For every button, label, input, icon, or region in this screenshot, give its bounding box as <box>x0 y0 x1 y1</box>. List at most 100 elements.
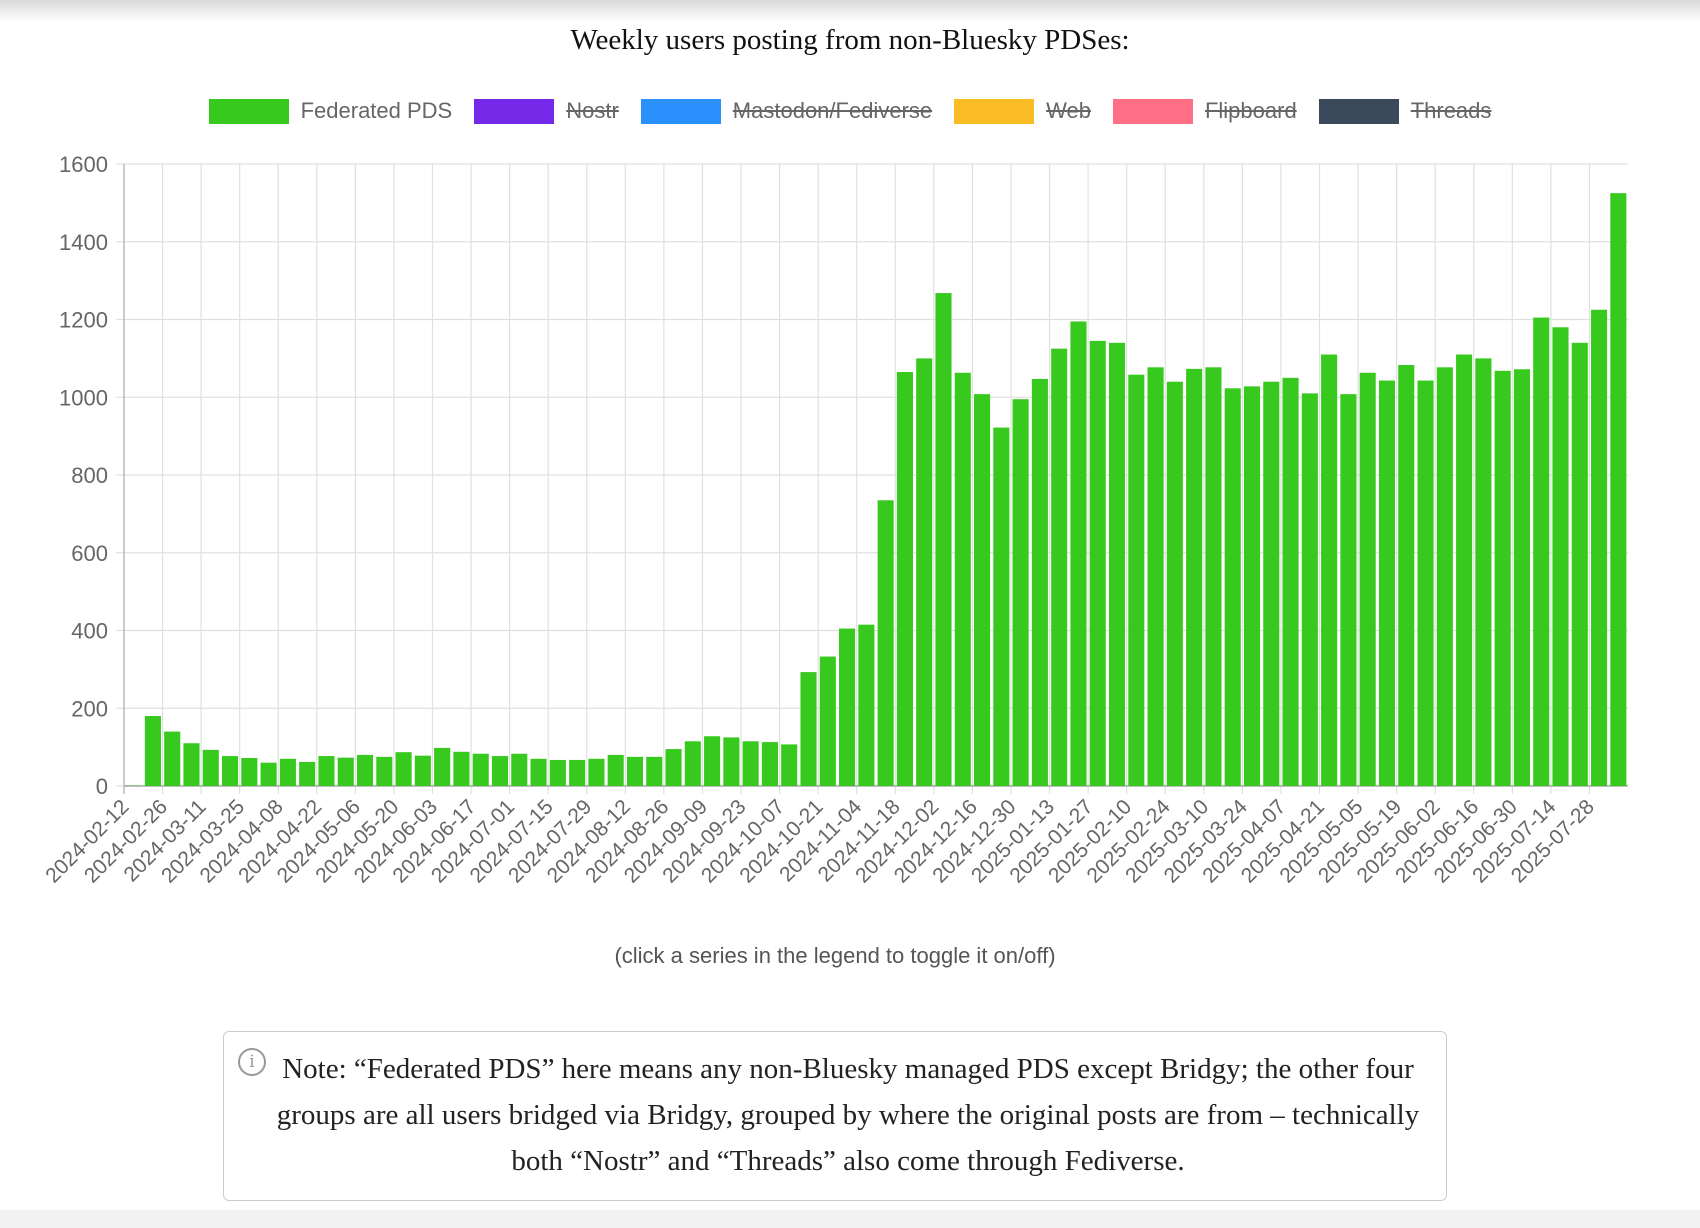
bar <box>164 731 181 786</box>
bar <box>684 741 701 786</box>
legend-swatch <box>954 98 1035 124</box>
bar <box>877 500 894 786</box>
bar <box>1340 394 1357 786</box>
legend-label: Threads <box>1410 98 1492 123</box>
bar <box>1513 369 1530 786</box>
legend-item-web[interactable]: Web <box>954 98 1091 124</box>
legend-label: Federated PDS <box>300 98 453 123</box>
legend-hint: (click a series in the legend to toggle … <box>614 943 1056 968</box>
y-tick-label: 1200 <box>59 308 108 333</box>
bar <box>1494 370 1511 786</box>
bar <box>1610 193 1627 786</box>
bar <box>761 742 778 786</box>
info-icon: i <box>238 1048 266 1076</box>
bar <box>819 656 836 786</box>
bar <box>222 756 239 786</box>
bar <box>1591 309 1608 786</box>
bar <box>299 761 316 786</box>
bar <box>183 743 200 786</box>
bar <box>1224 388 1241 786</box>
bar <box>781 744 798 786</box>
bar <box>1436 367 1453 786</box>
bar <box>704 736 721 786</box>
bar <box>1456 354 1473 786</box>
bar <box>993 427 1010 786</box>
bar <box>935 293 952 786</box>
bar <box>569 759 586 786</box>
legend-swatch <box>640 98 721 124</box>
bar <box>1533 317 1550 786</box>
bar <box>588 758 605 786</box>
bar <box>1378 380 1396 786</box>
legend-swatch <box>208 98 289 124</box>
bar <box>1417 380 1434 786</box>
legend-item-mastodon-fediverse[interactable]: Mastodon/Fediverse <box>640 98 933 124</box>
bar <box>241 758 258 786</box>
bar <box>858 624 875 786</box>
bar <box>1301 393 1318 786</box>
legend-item-flipboard[interactable]: Flipboard <box>1112 98 1297 124</box>
bar <box>1128 374 1145 786</box>
bar <box>607 754 624 786</box>
legend-label: Web <box>1046 98 1091 123</box>
bar-chart: 020040060080010001200140016002024-02-122… <box>41 152 1628 887</box>
bar <box>1186 368 1203 786</box>
chart-legend: Federated PDS Nostr Mastodon/Fediverse Web F… <box>0 98 1700 124</box>
bar <box>491 756 509 786</box>
bar <box>1031 378 1048 786</box>
y-tick-label: 1000 <box>59 385 108 410</box>
bar <box>202 749 219 786</box>
bar <box>511 753 528 786</box>
bar <box>723 737 740 786</box>
bar <box>279 758 296 786</box>
bar <box>916 358 933 786</box>
bar <box>337 757 354 786</box>
bar <box>395 752 412 786</box>
bar <box>626 756 644 786</box>
bar <box>1282 377 1299 786</box>
bar <box>800 672 817 786</box>
legend-item-federated-pds[interactable]: Federated PDS <box>208 98 453 124</box>
bar <box>260 762 277 786</box>
legend-item-threads[interactable]: Threads <box>1318 98 1492 124</box>
bar <box>1359 372 1376 786</box>
bar <box>472 753 489 786</box>
legend-swatch <box>474 98 555 124</box>
legend-label: Nostr <box>566 98 619 123</box>
bar <box>453 751 470 786</box>
legend-swatch <box>1112 98 1193 124</box>
bottom-shade <box>0 1210 1700 1228</box>
top-shadow <box>0 0 1700 22</box>
y-tick-label: 400 <box>71 619 108 644</box>
y-tick-label: 600 <box>71 541 108 566</box>
bar <box>1070 321 1087 786</box>
bar <box>318 756 335 786</box>
y-tick-label: 0 <box>96 774 108 799</box>
legend-label: Mastodon/Fediverse <box>732 98 933 123</box>
y-tick-label: 800 <box>71 463 108 488</box>
chart-title: Weekly users posting from non-Bluesky PD… <box>570 24 1130 56</box>
bar <box>665 749 682 786</box>
bar <box>1243 386 1261 786</box>
bar <box>839 628 856 786</box>
bar <box>1012 399 1029 786</box>
y-tick-label: 1600 <box>59 152 108 177</box>
bar <box>144 716 161 786</box>
y-tick-label: 1400 <box>59 230 108 255</box>
bar <box>646 756 663 786</box>
bar <box>1051 348 1068 786</box>
bar <box>954 372 971 786</box>
bar <box>414 755 431 786</box>
bar <box>530 758 547 786</box>
bar <box>1089 340 1106 786</box>
bar <box>1205 367 1222 786</box>
bar <box>1147 367 1164 786</box>
bar <box>1552 327 1569 786</box>
bar <box>1108 342 1126 786</box>
bar <box>549 759 566 786</box>
bar <box>1321 354 1338 786</box>
bar <box>974 394 991 786</box>
legend-item-nostr[interactable]: Nostr <box>474 98 619 124</box>
bar <box>434 747 451 786</box>
note-text: Note: “Federated PDS” here means any non… <box>276 1053 1420 1177</box>
